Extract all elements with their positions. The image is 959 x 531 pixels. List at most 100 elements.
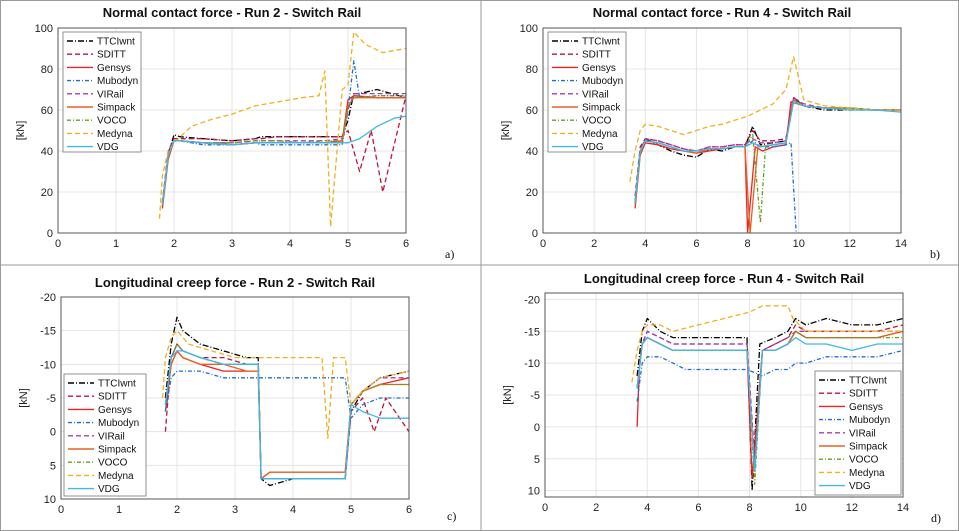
x-tick-label: 8 — [747, 502, 753, 514]
legend-label: VOCO — [849, 455, 879, 466]
legend-box — [62, 31, 142, 153]
x-tick-label: 8 — [745, 238, 751, 250]
y-axis-label: [kN] — [502, 385, 514, 405]
y-tick-label: 100 — [520, 23, 538, 35]
legend: TTCIwnt SDITT Gensys Mubodyn VIRail Simpack VO… — [63, 373, 147, 497]
x-tick-label: 5 — [345, 238, 351, 250]
series-line-ttciwnt — [634, 97, 901, 203]
x-tick-label: 4 — [644, 502, 650, 514]
y-tick-label: 10 — [528, 486, 540, 498]
legend-label: VOCO — [582, 116, 612, 127]
x-tick-label: 3 — [229, 238, 235, 250]
legend-label: Mubodyn — [582, 76, 623, 87]
y-tick-label: 100 — [35, 23, 53, 35]
x-tick-label: 1 — [116, 504, 122, 516]
legend-label: Medyna — [849, 468, 885, 479]
legend-label: VIRail — [582, 89, 609, 100]
legend-label: SDITT — [582, 50, 611, 61]
x-tick-label: 6 — [403, 238, 409, 250]
y-tick-label: 0 — [47, 228, 53, 240]
chart-title: Longitudinal creep force - Run 4 - Switc… — [584, 271, 864, 286]
chart-normal-force-run4: Normal contact force - Run 4 - Switch Ra… — [500, 5, 940, 261]
legend-label: TTCIwnt — [582, 37, 620, 48]
y-tick-label: 80 — [41, 64, 53, 76]
legend-label: Medyna — [97, 129, 133, 140]
legend-label: SDITT — [849, 389, 878, 400]
legend-label: Mubodyn — [97, 76, 138, 87]
series-group — [158, 31, 406, 228]
chart-normal-force-run2: Normal contact force - Run 2 - Switch Ra… — [15, 5, 454, 261]
series-line-vdg — [636, 336, 903, 473]
axes-box — [542, 27, 902, 234]
legend: TTCIwnt SDITT Gensys Mubodyn VIRail Simpack VO… — [814, 370, 902, 496]
legend-label: Gensys — [98, 405, 132, 416]
x-tick-label: 12 — [844, 238, 856, 250]
y-tick-label: 40 — [41, 146, 53, 158]
legend-label: Gensys — [582, 63, 616, 74]
series-line-mubodyn — [636, 349, 903, 402]
y-tick-label: 10 — [44, 494, 56, 506]
x-tick-label: 10 — [795, 502, 807, 514]
legend-label: VOCO — [98, 458, 128, 469]
y-tick-label: -10 — [524, 358, 540, 370]
y-tick-label: 80 — [526, 64, 538, 76]
legend-label: VDG — [97, 142, 119, 153]
legend-label: VDG — [98, 484, 120, 495]
x-tick-label: 0 — [58, 504, 64, 516]
legend-label: VIRail — [97, 89, 124, 100]
x-tick-label: 2 — [174, 504, 180, 516]
y-tick-label: 60 — [41, 105, 53, 117]
series-line-medyna — [629, 56, 901, 182]
y-tick-label: 40 — [526, 146, 538, 158]
series-line-medyna — [631, 305, 903, 383]
series-line-sditt — [161, 95, 406, 203]
series-line-virail — [634, 97, 901, 203]
legend-label: VDG — [582, 142, 604, 153]
x-tick-label: 1 — [113, 238, 119, 250]
y-tick-label: 0 — [534, 422, 540, 434]
legend-label: TTCIwnt — [97, 37, 135, 48]
legend-label: SDITT — [97, 50, 126, 61]
y-tick-label: -5 — [530, 390, 540, 402]
axes-box — [60, 296, 410, 500]
y-tick-label: -15 — [40, 326, 56, 338]
legend-label: Mubodyn — [849, 415, 890, 426]
panel-label: d) — [931, 511, 941, 525]
x-tick-label: 12 — [846, 502, 858, 514]
panel-label: b) — [930, 247, 940, 261]
legend: TTCIwnt SDITT Gensys Mubodyn VIRail Simpack VO… — [547, 31, 627, 153]
legend-label: VIRail — [98, 431, 125, 442]
y-tick-label: 5 — [534, 454, 540, 466]
legend-box — [547, 31, 627, 153]
legend-label: VOCO — [97, 116, 127, 127]
x-tick-label: 4 — [287, 238, 293, 250]
x-tick-label: 4 — [642, 238, 648, 250]
legend-label: VIRail — [849, 428, 876, 439]
x-tick-label: 2 — [171, 238, 177, 250]
x-tick-label: 6 — [406, 504, 412, 516]
y-tick-label: 60 — [526, 105, 538, 117]
x-tick-label: 2 — [593, 502, 599, 514]
x-tick-label: 6 — [693, 238, 699, 250]
legend-label: Gensys — [849, 402, 883, 413]
axes-box — [544, 292, 904, 498]
legend-label: Simpack — [98, 445, 137, 456]
y-tick-label: -10 — [40, 359, 56, 371]
y-axis-label: [kN] — [18, 388, 30, 408]
y-tick-label: 20 — [526, 187, 538, 199]
y-axis-label: [kN] — [500, 121, 512, 141]
x-tick-label: 14 — [895, 238, 907, 250]
legend: TTCIwnt SDITT Gensys Mubodyn VIRail Simpack VO… — [62, 31, 142, 153]
chart-title: Longitudinal creep force - Run 2 - Switc… — [95, 275, 375, 290]
y-tick-label: 20 — [41, 187, 53, 199]
y-axis-label: [kN] — [15, 121, 27, 141]
x-tick-label: 3 — [232, 504, 238, 516]
y-tick-label: 5 — [50, 460, 56, 472]
series-line-vdg — [164, 350, 409, 480]
x-tick-label: 0 — [55, 238, 61, 250]
legend-label: Medyna — [98, 471, 134, 482]
x-tick-label: 0 — [542, 502, 548, 514]
axes-box — [57, 27, 407, 234]
legend-label: Gensys — [97, 63, 131, 74]
